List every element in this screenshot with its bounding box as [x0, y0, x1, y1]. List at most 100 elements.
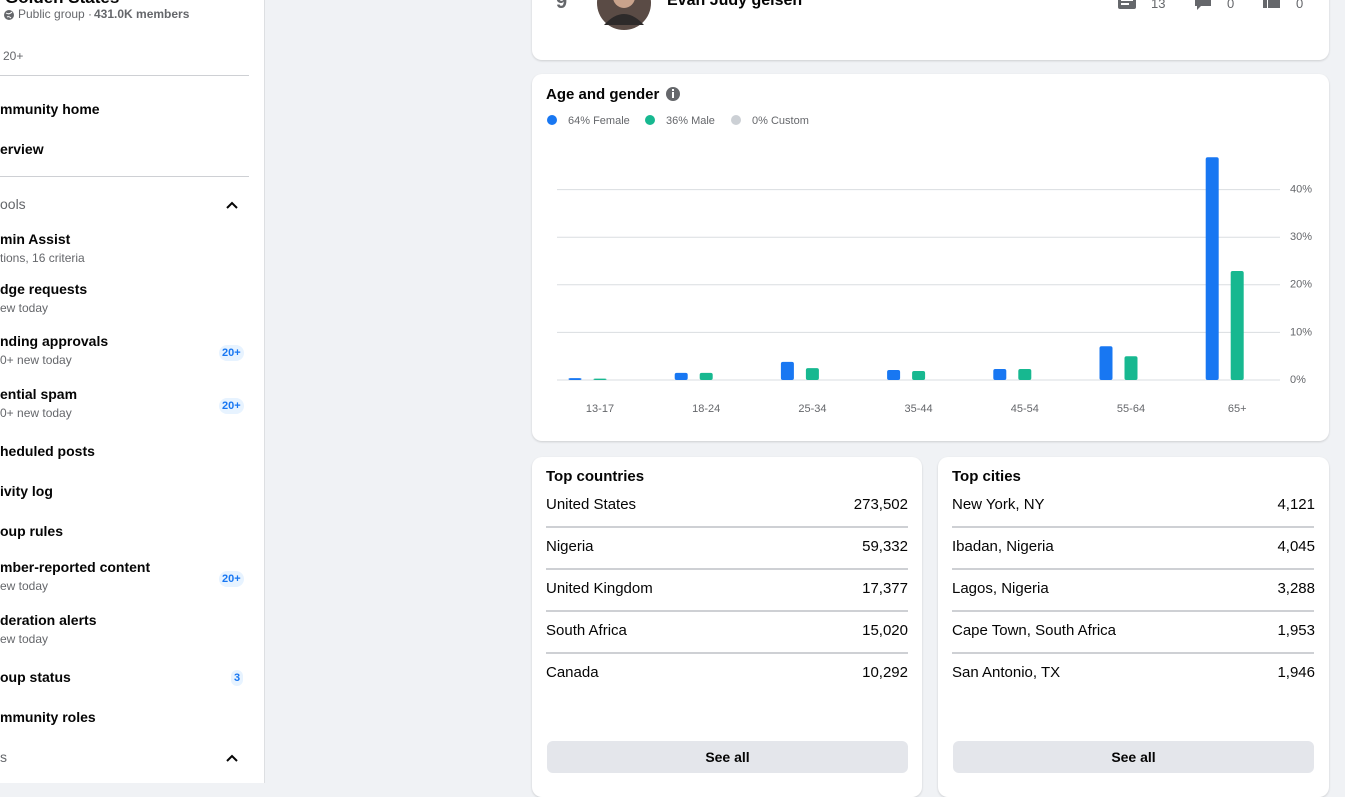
- row-name: Cape Town, South Africa: [952, 622, 1116, 639]
- nav-item-subtitle: ew today: [0, 632, 49, 646]
- nav-item[interactable]: nding approvals: [0, 333, 109, 349]
- row-value: 10,292: [862, 664, 908, 681]
- avatar: [597, 0, 651, 30]
- y-tick-label: 0%: [1290, 374, 1306, 386]
- nav-item-subtitle: 0+ new today: [0, 406, 72, 420]
- row-value: 273,502: [853, 496, 908, 513]
- bar: [805, 368, 819, 380]
- x-tick-label: 13-17: [586, 403, 614, 415]
- info-icon: [666, 87, 680, 101]
- bar: [1018, 369, 1032, 380]
- x-tick-label: 65+: [1228, 403, 1247, 415]
- group-members: 431.0K members: [94, 7, 190, 21]
- divider: [0, 176, 249, 177]
- badge: 3: [231, 670, 244, 686]
- y-tick-label: 40%: [1290, 183, 1312, 195]
- sidebar: Golden StatesPublic group ·431.0K member…: [0, 0, 265, 783]
- row-value: 3,288: [1277, 580, 1315, 597]
- bar: [780, 361, 794, 380]
- nav-item[interactable]: min Assist: [0, 231, 71, 247]
- bar: [568, 378, 582, 380]
- x-tick-label: 18-24: [692, 403, 720, 415]
- nav-item[interactable]: mmunity roles: [0, 709, 96, 725]
- nav-item-subtitle: ew today: [0, 579, 49, 593]
- row-divider: [952, 526, 1314, 528]
- x-tick-label: 45-54: [1011, 403, 1039, 415]
- row-name: Nigeria: [546, 538, 594, 555]
- bar: [887, 370, 901, 380]
- chevron-up: [226, 201, 238, 209]
- divider: [0, 75, 249, 76]
- badge: 20+: [219, 571, 244, 587]
- globe-icon: [4, 10, 14, 20]
- legend-label: 36% Male: [666, 115, 715, 127]
- y-tick-label: 20%: [1290, 279, 1312, 291]
- bar: [993, 369, 1007, 380]
- chart-card: Age and gender 64% Female 36% Male 0% Custo…: [532, 74, 1329, 441]
- bar: [699, 372, 713, 380]
- section-header: s: [0, 749, 7, 765]
- row-name: South Africa: [546, 622, 627, 639]
- row-divider: [546, 568, 908, 570]
- group-name: Golden States: [5, 0, 119, 8]
- chart-title: Age and gender: [546, 86, 660, 103]
- nav-item-subtitle: ew today: [0, 301, 49, 315]
- row-name: Ibadan, Nigeria: [952, 538, 1054, 555]
- nav-item[interactable]: heduled posts: [0, 443, 95, 459]
- legend-marker: [645, 115, 655, 125]
- group-privacy: Public group ·: [18, 7, 93, 21]
- x-tick-label: 55-64: [1117, 403, 1145, 415]
- row-name: United Kingdom: [546, 580, 653, 597]
- row-divider: [546, 526, 908, 528]
- table-title: Top cities: [952, 468, 1021, 485]
- reactions-count: 0: [1296, 0, 1304, 11]
- row-value: 4,045: [1277, 538, 1315, 555]
- nav-item[interactable]: ivity log: [0, 483, 53, 499]
- badge: 20+: [219, 345, 244, 361]
- posts-icon: [1118, 0, 1136, 9]
- countries-card: Top countries United States 273,502 Nigeria…: [532, 457, 922, 797]
- nav-item[interactable]: oup rules: [0, 523, 64, 539]
- row-divider: [952, 568, 1314, 570]
- posts-count: 13: [1151, 0, 1166, 11]
- row-name: Canada: [546, 664, 599, 681]
- badge: 20+: [219, 398, 244, 414]
- cities-card: Top cities New York, NY 4,121 Ibadan, Niger…: [938, 457, 1329, 797]
- row-name: Lagos, Nigeria: [952, 580, 1049, 597]
- nav-item[interactable]: deration alerts: [0, 612, 97, 628]
- top-member-card: [532, 0, 1329, 60]
- nav-item-subtitle: 0+ new today: [0, 353, 72, 367]
- nav-item[interactable]: mmunity home: [0, 101, 100, 117]
- row-value: 15,020: [862, 622, 908, 639]
- row-divider: [952, 610, 1314, 612]
- bar: [1099, 346, 1113, 380]
- y-tick-label: 30%: [1290, 231, 1312, 243]
- bar: [1205, 157, 1219, 380]
- member-name[interactable]: Evan Judy geisen: [667, 0, 803, 9]
- y-tick-label: 10%: [1290, 326, 1312, 338]
- row-name: United States: [546, 496, 637, 513]
- rank: 9: [556, 0, 568, 13]
- legend-label: 64% Female: [568, 115, 630, 127]
- table-title: Top countries: [546, 468, 645, 485]
- x-tick-label: 25-34: [798, 403, 826, 415]
- legend-marker: [547, 115, 557, 125]
- section-header: ools: [0, 196, 26, 212]
- info-glyph: [672, 92, 674, 98]
- row-value: 59,332: [862, 538, 908, 555]
- comments-icon: [1195, 0, 1211, 10]
- nav-item[interactable]: erview: [0, 141, 44, 157]
- nav-item[interactable]: oup status: [0, 669, 71, 685]
- nav-item[interactable]: mber-reported content: [0, 559, 151, 575]
- row-divider: [952, 652, 1314, 654]
- see-all-button[interactable]: See all: [953, 741, 1314, 773]
- see-all-button[interactable]: See all: [547, 741, 908, 773]
- legend-label: 0% Custom: [752, 115, 809, 127]
- bar: [1230, 270, 1244, 380]
- nav-item[interactable]: ential spam: [0, 386, 78, 402]
- nav-item[interactable]: dge requests: [0, 281, 88, 297]
- row-value: 4,121: [1277, 496, 1315, 513]
- bar: [1124, 356, 1138, 380]
- chevron-up: [226, 754, 238, 762]
